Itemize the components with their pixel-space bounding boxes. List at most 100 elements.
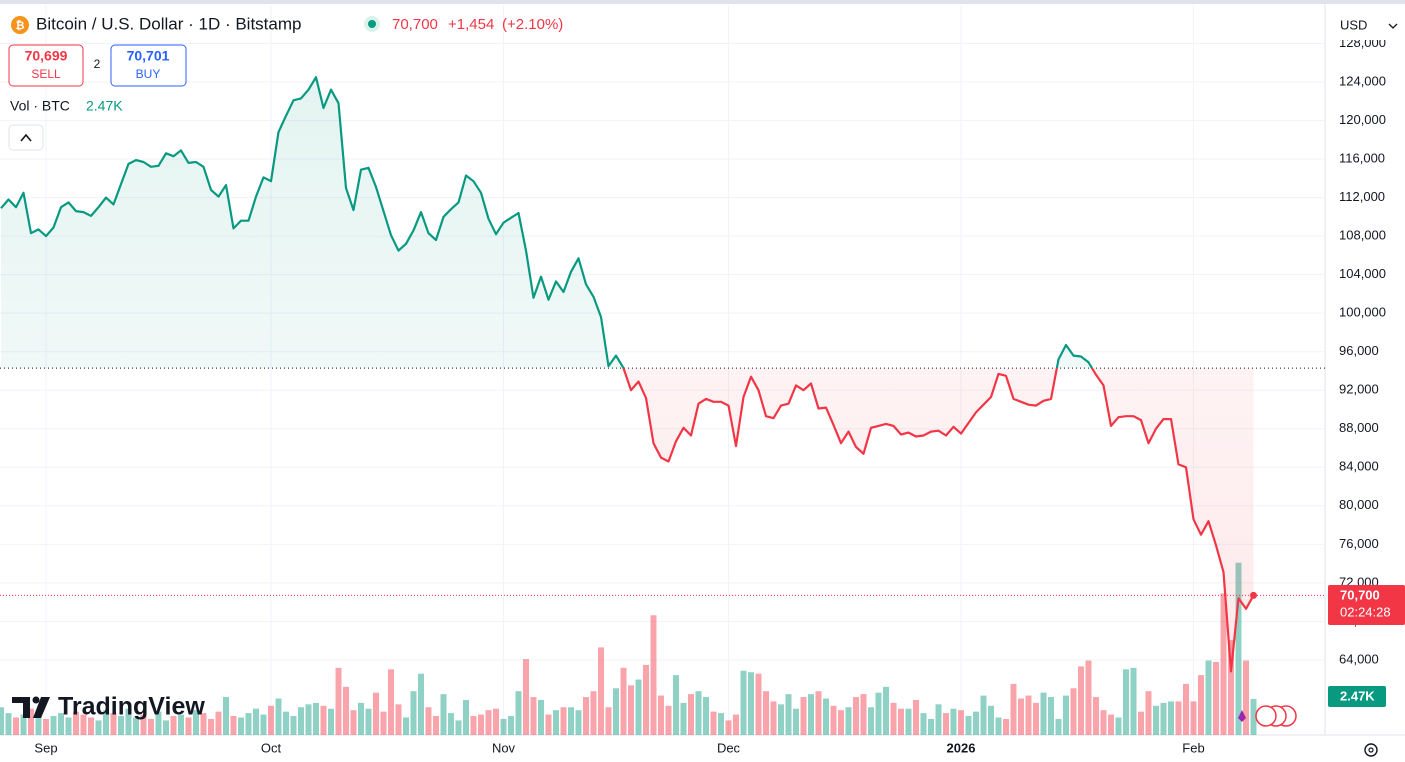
volume-bar [853,697,859,735]
volume-bar [830,705,837,735]
volume-bar [1205,660,1212,735]
volume-bar [155,711,162,735]
volume-bar [988,705,994,735]
symbol-title[interactable]: Bitcoin / U.S. Dollar · 1D · Bitstamp [36,14,301,33]
y-tick-label: 92,000 [1339,382,1379,397]
volume-bar [680,702,687,735]
volume-bar [1108,714,1114,735]
volume-bar [418,673,424,735]
volume-bar [178,714,184,735]
sell-label: SELL [31,67,61,81]
volume-bar [298,707,304,735]
tradingview-logo[interactable]: TradingView [12,693,205,721]
volume-bar [335,667,342,735]
y-tick-label: 104,000 [1339,266,1386,281]
sell-button[interactable] [8,44,84,87]
volume-bar [65,717,72,735]
volume-bar [58,713,64,735]
volume-bar [1198,675,1204,735]
x-tick-label: Nov [492,740,516,755]
bitcoin-icon-glyph: ₿ [16,20,25,32]
volume-bar [965,716,972,735]
x-tick-label: Dec [717,740,741,755]
y-tick-label: 64,000 [1339,651,1379,666]
volume-bar [163,720,169,735]
currency[interactable]: USD [1340,17,1367,32]
volume-bar [643,664,649,735]
volume-bar [185,717,192,735]
volume-bar [1153,705,1159,735]
volume-bar [133,717,139,735]
volume-bar [1048,697,1054,735]
volume-bar [103,710,109,735]
logo-mark-slash [33,697,50,718]
volume-bar [403,717,409,735]
x-tick-label: Sep [34,740,57,755]
volume-bar [470,716,477,735]
countdown: 02:24:28 [1340,604,1391,619]
volume-bar [290,716,297,735]
last-price-badge [1328,585,1405,625]
volume-bar [1055,718,1062,735]
volume-bar [898,708,904,735]
volume-bar [538,699,544,735]
event-icons[interactable] [1238,705,1297,727]
buy-button[interactable] [110,44,187,87]
buy-label: BUY [136,67,161,81]
volume-bar [95,720,102,735]
volume-bar [808,694,814,735]
price-change-pct: (+2.10%) [502,16,563,33]
volume-bar [1063,695,1069,735]
volume-bar [718,713,724,735]
volume-bar [995,717,1002,735]
event-icon [1255,705,1277,727]
volume-bar [463,699,469,735]
volume-bar [140,714,147,735]
currency-button[interactable] [1334,10,1400,40]
collapse-button[interactable] [8,124,44,151]
volume-bar [568,707,574,735]
volume-bar [43,718,49,735]
volume-bar [583,697,589,735]
volume-bar [725,720,732,735]
volume-bar [628,685,634,735]
last-price: 70,700 [392,16,438,33]
volume-bar [373,692,379,735]
volume-bar [1123,669,1129,735]
volume-bar [958,710,964,735]
volume-bar [613,688,619,735]
volume-bar [770,701,777,735]
volume-bar [365,708,372,735]
volume-bar [1100,710,1107,735]
volume-bar [1243,660,1249,735]
volume-bar [598,647,604,735]
volume-bar [515,691,522,735]
volume-bar [440,694,447,735]
volume-bar [560,707,567,735]
volume-bar [883,686,889,735]
settings-gear [1364,743,1378,757]
volume-bar [283,711,289,735]
volume-bar [80,714,87,735]
volume-bar [1078,666,1084,735]
volume-bar [410,691,417,735]
volume-bar [448,713,454,735]
volume-bar [605,707,612,735]
volume-bar [658,695,664,735]
volume-bar [433,716,439,735]
volume-bar [710,711,717,735]
volume-bar [5,713,12,735]
volume-bar [1190,701,1197,735]
volume-bar [650,615,657,735]
volume-bar [1018,698,1024,735]
volume-bar [523,659,529,735]
volume-bar [748,672,754,735]
settings-icon[interactable] [1364,743,1378,757]
volume-bar [778,704,784,735]
volume-bar [665,705,672,735]
volume-bar [110,713,117,735]
x-tick-label: 2026 [947,740,976,755]
y-tick-label: 116,000 [1339,151,1385,166]
volume-bar [388,669,394,735]
logo-mark-dot [32,696,40,704]
